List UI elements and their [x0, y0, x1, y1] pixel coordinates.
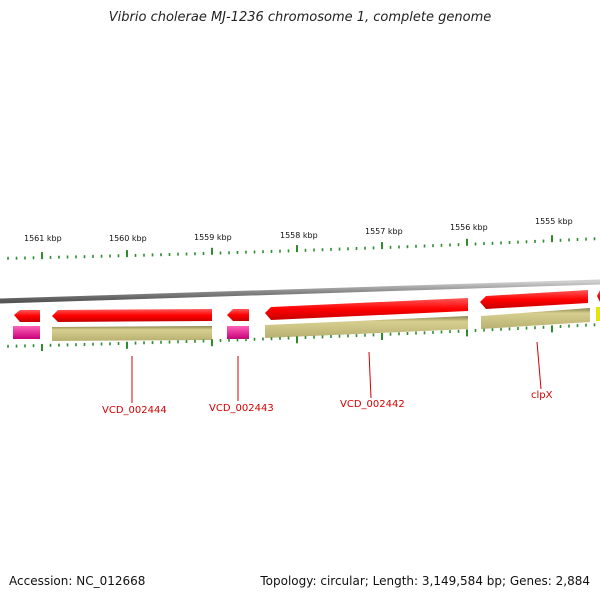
- kbp-label: 1561 kbp: [24, 234, 62, 243]
- accession-text: Accession: NC_012668: [9, 574, 146, 588]
- genome-summary-text: Topology: circular; Length: 3,149,584 bp…: [260, 574, 590, 588]
- gene-label[interactable]: clpX: [531, 390, 553, 401]
- chromosome-backbone: [0, 279, 600, 304]
- gene-arrow: [14, 310, 40, 322]
- kbp-label: 1555 kbp: [535, 217, 573, 226]
- feature-bar: [481, 308, 590, 329]
- gene-label[interactable]: VCD_002443: [209, 403, 274, 414]
- feature-block-yellow: [596, 307, 600, 321]
- kbp-label: 1557 kbp: [365, 227, 403, 236]
- gene-arrow: [52, 309, 212, 322]
- gene-arrow: [227, 309, 249, 321]
- inner-tick-track: [7, 323, 596, 351]
- genome-title: Vibrio cholerae MJ-1236 chromosome 1, co…: [108, 10, 492, 25]
- gene-arrow: [480, 290, 588, 309]
- gene-leader-line: [536, 341, 542, 390]
- gene-arrow: [265, 298, 468, 320]
- feature-block: [13, 326, 40, 339]
- kbp-label: 1559 kbp: [194, 233, 232, 242]
- feature-bar: [265, 316, 468, 338]
- gene-label[interactable]: VCD_002442: [340, 399, 405, 410]
- gene-leader-line: [368, 351, 372, 399]
- kbp-label: 1556 kbp: [450, 223, 488, 232]
- kbp-label: 1558 kbp: [280, 231, 318, 240]
- feature-block: [227, 326, 249, 339]
- kbp-label: 1560 kbp: [109, 234, 147, 243]
- feature-bar: [52, 326, 212, 341]
- gene-label[interactable]: VCD_002444: [102, 405, 167, 416]
- gene-arrow: [597, 290, 600, 302]
- outer-tick-track: [7, 235, 596, 260]
